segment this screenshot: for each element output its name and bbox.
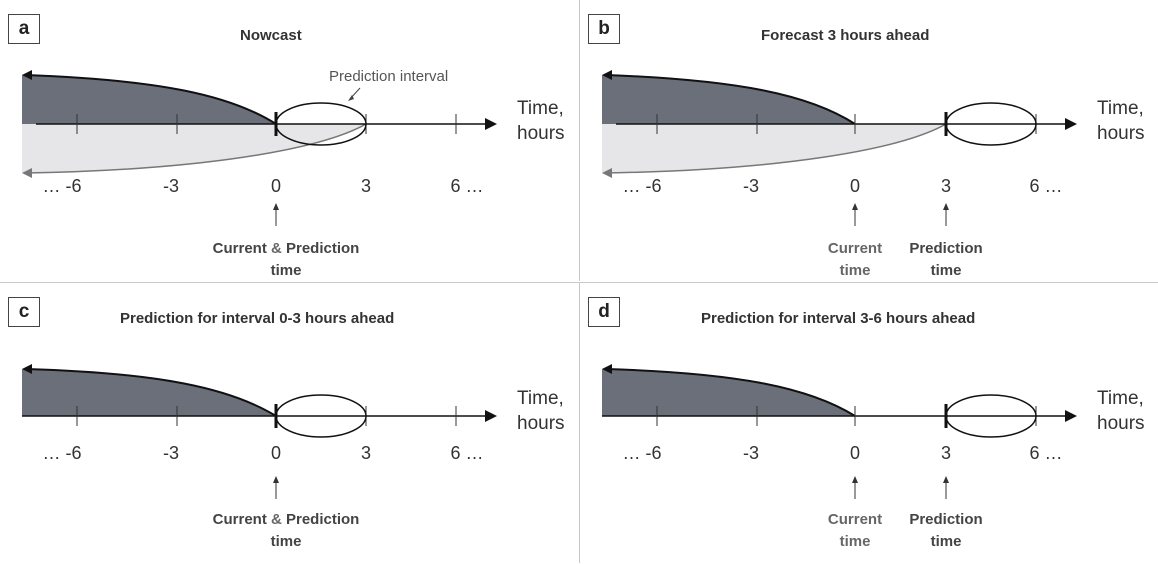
lower-curve <box>605 123 947 174</box>
marker-arrow-head <box>273 476 279 483</box>
marker-arrow-head <box>943 203 949 210</box>
prediction-time-marker: Prediction time <box>909 240 983 279</box>
pi-pointer-head <box>348 95 354 101</box>
upper-curve <box>25 368 277 417</box>
tick-label: 6 … <box>1029 443 1063 463</box>
tick-label: -3 <box>162 443 180 463</box>
tick-label: 0 <box>849 176 861 196</box>
tick-label: -3 <box>742 176 760 196</box>
past-window-region <box>22 369 276 416</box>
tick-label: -3 <box>162 176 180 196</box>
axis-arrow-head <box>485 118 497 130</box>
tick-label: … -6 <box>42 176 82 196</box>
current-time-marker: Current time <box>827 240 883 279</box>
marker-arrow-head <box>273 203 279 210</box>
marker-arrow-head <box>852 476 858 483</box>
past-window-region <box>602 369 855 416</box>
axis-label: Time, hours <box>517 98 565 144</box>
axis-label: Time, hours <box>517 388 565 434</box>
upper-curve <box>25 74 277 125</box>
panel-title: Forecast 3 hours ahead <box>761 27 930 44</box>
panel-badge: a <box>8 14 40 44</box>
panel-c: c Prediction for interval 0-3 hours ahea… <box>0 282 579 563</box>
arrow-head-upper <box>22 364 32 374</box>
axis-label: Time, hours <box>1097 388 1145 434</box>
lower-curve <box>25 123 367 174</box>
prediction-interval-ellipse <box>945 102 1037 146</box>
tick-label: 0 <box>270 443 282 463</box>
past-window-region <box>22 75 276 124</box>
tick-label: … -6 <box>622 176 662 196</box>
arrow-head-upper <box>602 364 612 374</box>
panel-title: Prediction for interval 3-6 hours ahead <box>701 310 976 327</box>
prediction-interval-ellipse <box>275 394 367 438</box>
lower-interval-region <box>602 124 946 173</box>
timeline-diagram <box>22 70 497 226</box>
timeline-diagram <box>602 364 1077 499</box>
tick-label: 6 … <box>1029 176 1063 196</box>
tick-label: 6 … <box>450 443 484 463</box>
tick-label: 0 <box>270 176 282 196</box>
arrow-head-lower <box>602 168 612 178</box>
tick-label: … -6 <box>42 443 82 463</box>
prediction-interval-label: Prediction interval <box>329 68 449 85</box>
panel-title: Prediction for interval 0-3 hours ahead <box>120 310 395 327</box>
timeline-diagram <box>22 364 497 499</box>
upper-curve <box>605 368 856 417</box>
past-window-region <box>602 75 855 124</box>
prediction-interval-ellipse <box>275 102 367 146</box>
panel-title: Nowcast <box>240 27 302 44</box>
current-prediction-marker: Current & Prediction time <box>212 240 360 279</box>
marker-arrow-head <box>943 476 949 483</box>
arrow-head-upper <box>22 70 32 80</box>
panel-badge: c <box>8 297 40 327</box>
axis-arrow-head <box>1065 410 1077 422</box>
marker-arrow-head <box>852 203 858 210</box>
panel-a: a Nowcast Prediction interval Time, hours… <box>0 0 579 281</box>
panel-d: d Prediction for interval 3-6 hours ahea… <box>579 282 1158 563</box>
arrow-head-upper <box>602 70 612 80</box>
panel-badge: d <box>588 297 620 327</box>
axis-arrow-head <box>1065 118 1077 130</box>
prediction-interval-ellipse <box>945 394 1037 438</box>
current-prediction-marker: Current & Prediction time <box>212 511 360 550</box>
panel-badge: b <box>588 14 620 44</box>
tick-label: 3 <box>940 176 952 196</box>
panel-b: b Forecast 3 hours ahead Time, hours … -6… <box>579 0 1158 281</box>
axis-arrow-head <box>485 410 497 422</box>
timeline-diagram <box>602 70 1077 226</box>
tick-label: -3 <box>742 443 760 463</box>
tick-label: 3 <box>360 176 372 196</box>
current-time-marker: Current time <box>827 511 883 550</box>
lower-interval-region <box>22 124 366 173</box>
upper-curve <box>605 74 856 125</box>
tick-label: 0 <box>849 443 861 463</box>
tick-label: 3 <box>360 443 372 463</box>
tick-label: 6 … <box>450 176 484 196</box>
tick-label: … -6 <box>622 443 662 463</box>
axis-label: Time, hours <box>1097 98 1145 144</box>
arrow-head-lower <box>22 168 32 178</box>
tick-label: 3 <box>940 443 952 463</box>
prediction-time-marker: Prediction time <box>909 511 983 550</box>
